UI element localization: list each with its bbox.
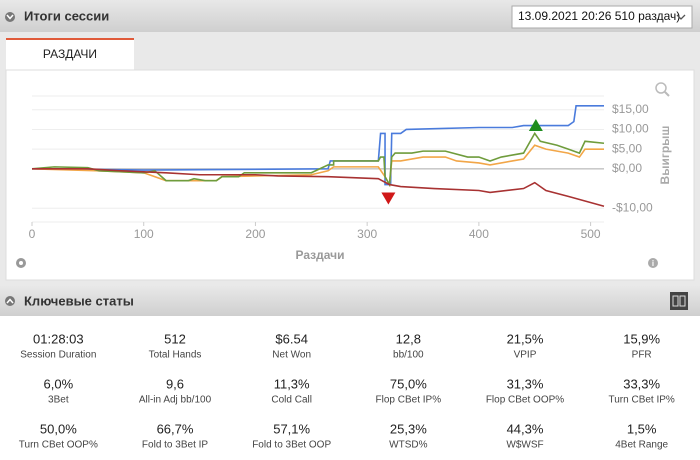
stat-label: All-in Adj bb/100 <box>139 395 212 406</box>
y-tick-label: $5,00 <box>612 141 642 155</box>
stat-label: 3Bet <box>48 395 69 406</box>
series-line <box>31 105 604 186</box>
stat-label: bb/100 <box>393 350 424 361</box>
stat-value: 50,0% <box>40 421 77 436</box>
zoom-icon[interactable] <box>655 82 667 94</box>
stat-value: 512 <box>164 331 186 346</box>
stat-label: 4Bet Range <box>615 440 668 451</box>
x-tick-label: 200 <box>245 227 265 241</box>
stat-value: 21,5% <box>507 331 544 346</box>
y-tick-label: -$10,00 <box>612 200 653 214</box>
x-tick-label: 100 <box>134 227 154 241</box>
stat-value: 33,3% <box>623 376 660 391</box>
stats-grid: 01:28:03 Session Duration 512 Total Hands $6… <box>19 331 675 450</box>
y-tick-label: $0,00 <box>612 161 642 175</box>
x-axis-label: Раздачи <box>296 248 345 262</box>
extreme-marker <box>528 119 543 132</box>
stat-value: 9,6 <box>166 376 184 391</box>
chart-panel <box>5 69 695 281</box>
header-title: Итоги сессии <box>24 8 109 23</box>
y-tick-label: $10,00 <box>612 122 649 136</box>
stats-collapse-arrow <box>6 298 14 304</box>
x-tick-label: 0 <box>29 227 36 241</box>
plot: $15,00 $10,00 $5,00 $0,00 -$10,00 0 100 200 300 4… <box>29 95 653 241</box>
settings-hole <box>19 261 23 265</box>
stat-label: Fold to 3Bet OOP <box>252 440 331 451</box>
extreme-marker <box>381 192 396 205</box>
stat-label: Total Hands <box>149 350 202 361</box>
stats-title: Ключевые статы <box>24 293 134 308</box>
stat-value: $6.54 <box>275 331 308 346</box>
stat-label: Flop CBet IP% <box>376 395 442 406</box>
layout-glyph <box>679 295 686 307</box>
stat-label: Turn CBet IP% <box>609 395 675 406</box>
series-line <box>32 168 605 208</box>
info-icon[interactable] <box>648 258 658 268</box>
stats-collapse[interactable] <box>5 296 15 306</box>
stat-label: Session Duration <box>20 350 96 361</box>
collapse-arrow <box>6 14 14 20</box>
stat-value: 57,1% <box>273 421 310 436</box>
stat-value: 75,0% <box>390 376 427 391</box>
stat-value: 11,3% <box>274 376 310 391</box>
x-tick-label: 300 <box>357 227 377 241</box>
session-text: 13.09.2021 20:26 510 раздач) <box>518 9 680 23</box>
stat-label: WTSD% <box>389 440 427 451</box>
stat-value: 44,3% <box>507 421 544 436</box>
stat-label: VPIP <box>514 350 537 361</box>
session-select[interactable] <box>511 5 693 29</box>
stat-value: 31,3% <box>507 376 544 391</box>
tab[interactable] <box>6 38 134 70</box>
x-tick-label: 400 <box>469 227 489 241</box>
stat-value: 12,8 <box>396 331 421 346</box>
collapse-icon[interactable] <box>5 12 15 22</box>
series-line <box>31 131 605 188</box>
stat-value: 1,5% <box>627 421 657 436</box>
stat-label: Cold Call <box>271 395 312 406</box>
stat-value: 66,7% <box>157 421 194 436</box>
stat-label: W$WSF <box>506 440 543 451</box>
zoom-handle <box>664 91 670 97</box>
y-tick-label: $15,00 <box>612 102 649 116</box>
stat-value: 25,3% <box>390 421 427 436</box>
tab-label: РАЗДАЧИ <box>43 47 97 61</box>
select-arrow <box>676 14 686 20</box>
stat-value: 6,0% <box>44 376 74 391</box>
stat-label: Flop CBet OOP% <box>486 395 564 406</box>
stat-value: 15,9% <box>623 331 660 346</box>
x-tick-label: 500 <box>581 227 601 241</box>
stat-label: Net Won <box>272 350 311 361</box>
stat-label: Turn CBet OOP% <box>19 440 98 451</box>
stats-header <box>0 286 700 316</box>
layout-glyph <box>672 295 679 307</box>
stat-label: PFR <box>632 350 652 361</box>
info-glyph: i <box>652 259 654 268</box>
y-axis-label: Выигрыш <box>658 126 672 185</box>
stat-value: 01:28:03 <box>33 331 84 346</box>
tab-accent <box>6 38 134 40</box>
stat-label: Fold to 3Bet IP <box>142 440 208 451</box>
